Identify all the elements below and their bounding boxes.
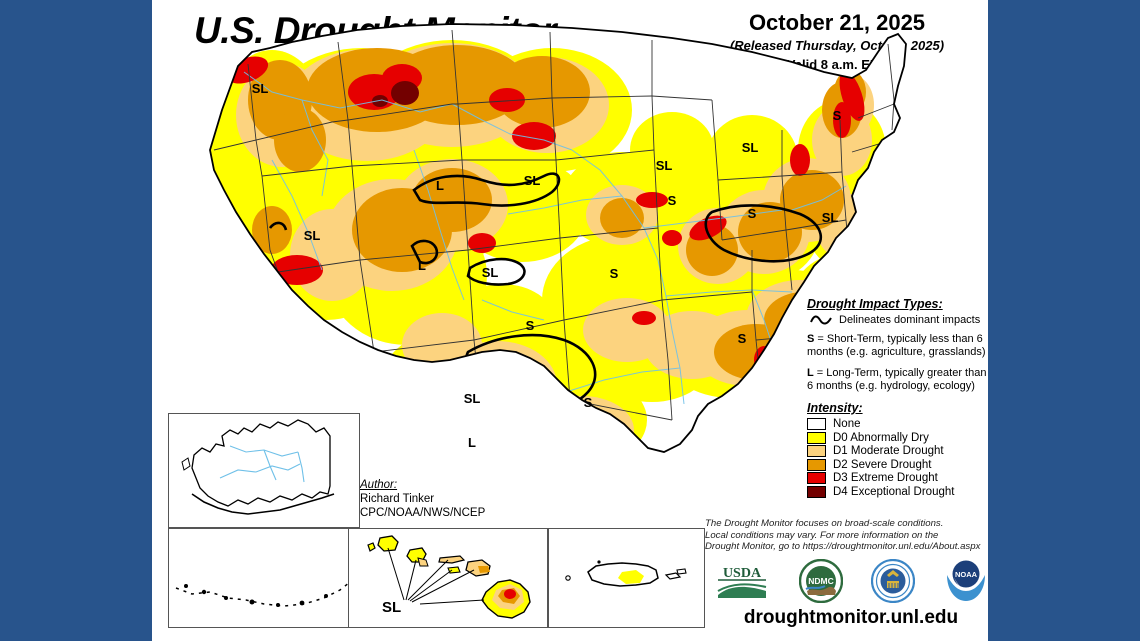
disclaimer-line-2: Local conditions may vary. For more info… <box>705 529 939 541</box>
short-term-note: S = Short-Term, typically less than 6 mo… <box>807 333 987 359</box>
long-term-note: L = Long-Term, typically greater than 6 … <box>807 367 987 393</box>
long-term-text: = Long-Term, typically greater than 6 mo… <box>807 367 987 392</box>
delineates-row: Delineates dominant impacts <box>809 314 987 326</box>
date-block: October 21, 2025 (Released Thursday, Oct… <box>692 10 982 72</box>
map-impact-label: SL <box>464 391 481 406</box>
author-block: Author: Richard Tinker CPC/NOAA/NWS/NCEP <box>360 478 485 520</box>
intensity-row-d0: D0 Abnormally Dry <box>807 431 987 444</box>
intensity-swatch-d3 <box>807 472 826 484</box>
map-impact-label: S <box>526 318 535 333</box>
short-term-code: S <box>807 333 815 345</box>
svg-text:NDMC: NDMC <box>809 576 835 586</box>
legend-impact-heading: Drought Impact Types: <box>807 297 943 311</box>
intensity-row-d2: D2 Severe Drought <box>807 458 987 471</box>
map-impact-label: L <box>468 435 476 450</box>
noaa-logo: NOAA <box>946 560 985 601</box>
us-drought-map: SL SL L SL L SL SL S SL S SL S S S SL L S S <box>152 0 988 641</box>
map-impact-label: S <box>748 206 757 221</box>
map-impact-label: SL <box>742 140 759 155</box>
delineates-label: Delineates dominant impacts <box>839 314 981 326</box>
intensity-label-d3: D3 Extreme Drought <box>833 472 938 484</box>
map-impact-label: S <box>584 395 593 410</box>
agency-logos: USDA NDMC <box>712 558 988 604</box>
puerto-rico-inset <box>548 528 705 628</box>
map-impact-label: S <box>610 266 619 281</box>
usda-logo: USDA <box>717 566 767 598</box>
map-impact-label: S <box>833 108 842 123</box>
map-date: October 21, 2025 <box>748 10 926 35</box>
long-term-code: L <box>807 367 814 379</box>
intensity-swatch-d0 <box>807 431 826 444</box>
intensity-label-d1: D1 Moderate Drought <box>833 445 944 457</box>
map-impact-label: SL <box>482 265 499 280</box>
map-impact-label: S <box>668 193 677 208</box>
website-url: droughtmonitor.unl.edu <box>743 607 959 628</box>
conus-outline <box>209 23 907 453</box>
map-impact-label: SL <box>524 173 541 188</box>
disclaimer-text: The Drought Monitor focuses on broad-sca… <box>705 518 988 553</box>
d4-areas <box>372 81 419 107</box>
author-heading: Author: <box>360 479 398 491</box>
intensity-swatch-none <box>807 418 826 430</box>
intensity-row-none: None <box>807 418 987 430</box>
svg-text:USDA: USDA <box>723 566 762 581</box>
alaska-inset <box>168 413 360 528</box>
legend: Drought Impact Types: Delineates dominan… <box>807 297 987 499</box>
legend-intensity-heading: Intensity: <box>807 401 863 415</box>
ndmc-logo: NDMC <box>799 559 844 603</box>
intensity-label-d0: D0 Abnormally Dry <box>833 431 929 444</box>
short-term-text: = Short-Term, typically less than 6 mont… <box>807 333 986 358</box>
intensity-swatch-d1 <box>807 445 826 457</box>
map-impact-label: L <box>436 178 444 193</box>
map-impact-label: SL <box>304 228 321 243</box>
intensity-label-none: None <box>833 418 861 430</box>
map-impact-label: S <box>738 331 747 346</box>
intensity-row-d3: D3 Extreme Drought <box>807 472 987 484</box>
intensity-row-d1: D1 Moderate Drought <box>807 445 987 457</box>
usdc-seal-logo <box>870 559 915 603</box>
intensity-scale: None D0 Abnormally Dry D1 Moderate Drought… <box>807 418 987 498</box>
disclaimer-line-3: Drought Monitor, go to https://droughtmo… <box>705 541 981 552</box>
intensity-row-d4: D4 Exceptional Drought <box>807 485 987 498</box>
intensity-label-d2: D2 Severe Drought <box>833 458 932 471</box>
map-impact-label: SL <box>822 210 839 225</box>
disclaimer-line-1: The Drought Monitor focuses on broad-sca… <box>705 518 944 529</box>
intensity-label-d4: D4 Exceptional Drought <box>833 485 955 498</box>
map-impact-label: SL <box>252 81 269 96</box>
map-panel: U.S. Drought Monitor October 21, 2025 (R… <box>152 0 988 641</box>
intensity-swatch-d4 <box>807 485 826 498</box>
intensity-swatch-d2 <box>807 458 826 471</box>
hawaii-inset <box>348 528 548 628</box>
author-name: Richard Tinker <box>360 493 435 505</box>
author-affiliation: CPC/NOAA/NWS/NCEP <box>360 507 486 519</box>
squiggle-icon <box>810 315 832 325</box>
map-impact-label: L <box>418 258 426 273</box>
svg-text:NOAA: NOAA <box>955 570 978 579</box>
aleutian-inset <box>168 528 360 628</box>
map-impact-label: SL <box>656 158 673 173</box>
